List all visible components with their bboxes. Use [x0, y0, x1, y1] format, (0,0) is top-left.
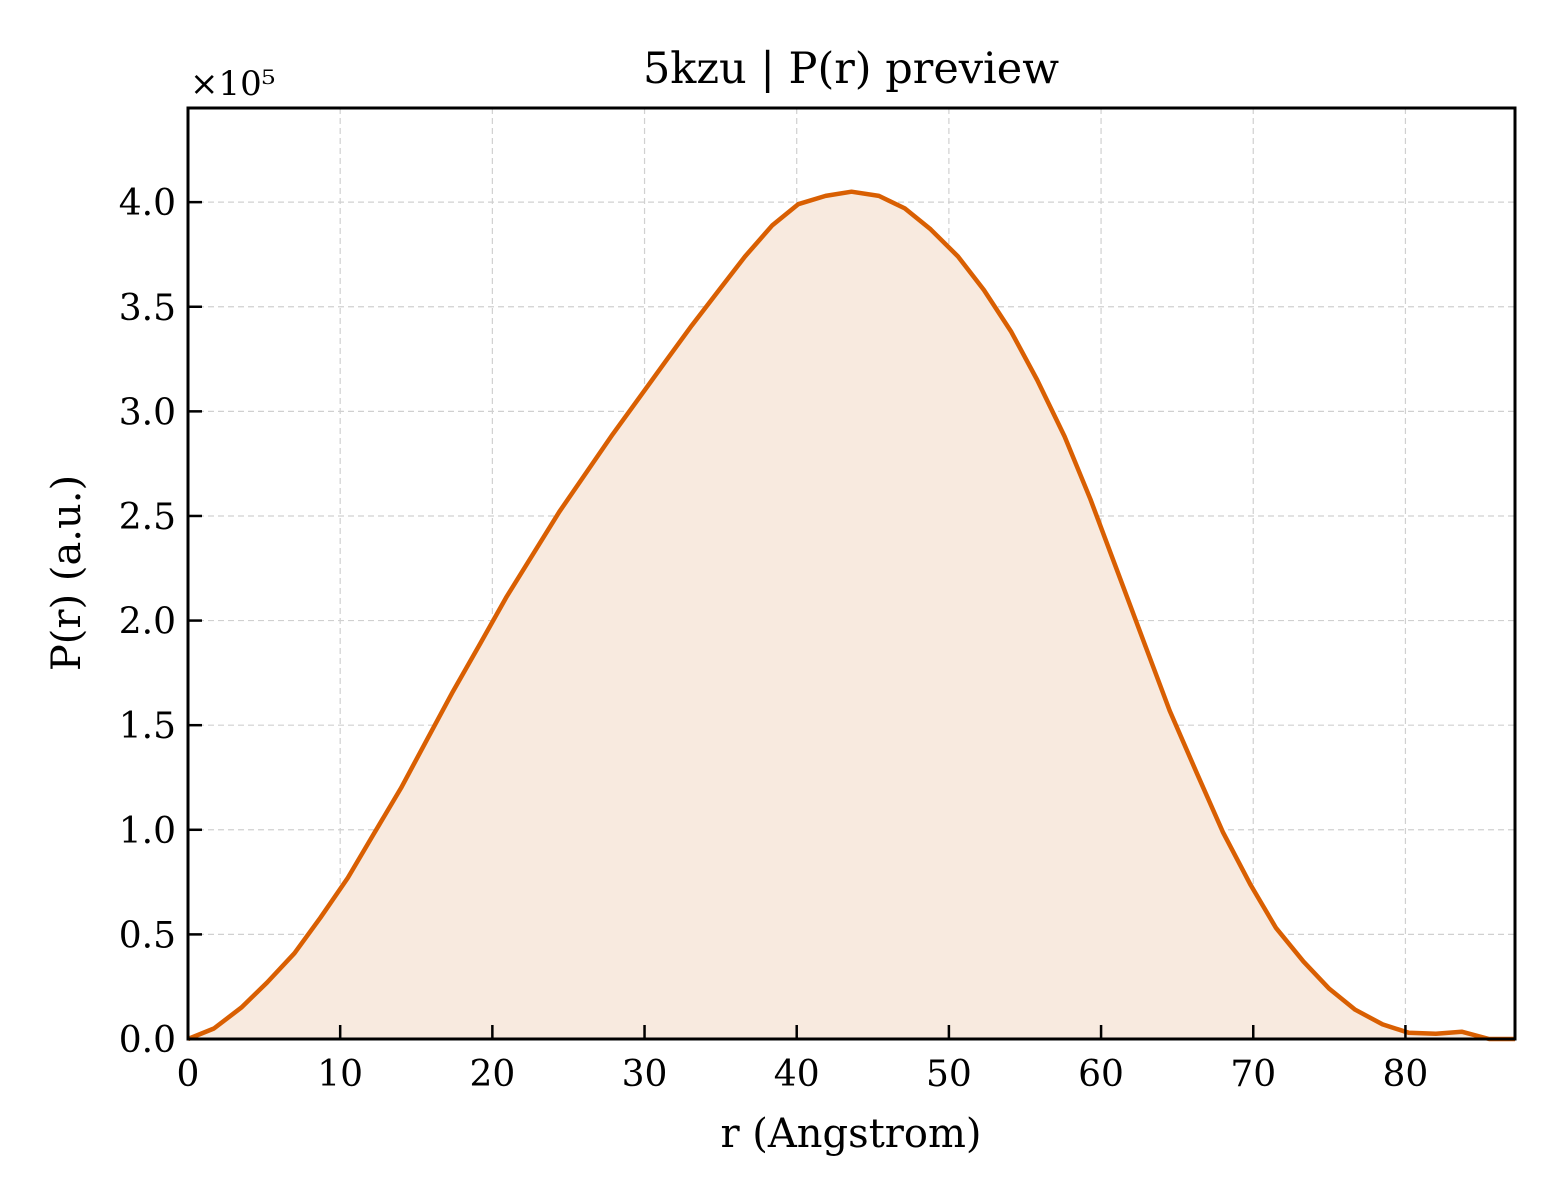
x-tick-label: 0 — [177, 1054, 200, 1095]
y-tick-label: 3.0 — [119, 392, 176, 433]
y-tick-label: 3.5 — [119, 288, 176, 329]
y-tick-label: 1.0 — [119, 811, 176, 852]
y-tick-label: 0.0 — [119, 1020, 176, 1061]
plot-frame — [186, 106, 1517, 1041]
x-axis-ticks: 0 10 20 30 40 50 60 70 80 — [177, 1025, 1429, 1095]
y-multiplier-label: ×10⁵ — [190, 64, 275, 104]
x-tick-label: 20 — [469, 1054, 515, 1095]
x-tick-label: 10 — [317, 1054, 363, 1095]
y-axis-ticks: 0.0 0.5 1.0 1.5 2.0 2.5 3.0 3.5 4.0 — [119, 183, 202, 1061]
y-tick-label: 2.0 — [119, 602, 176, 643]
y-tick-label: 0.5 — [119, 915, 176, 956]
x-tick-label: 50 — [926, 1054, 972, 1095]
x-tick-label: 40 — [774, 1054, 820, 1095]
x-axis-label: r (Angstrom) — [720, 1111, 981, 1157]
pr-curve-line — [187, 189, 1515, 1042]
x-tick-label: 70 — [1230, 1054, 1276, 1095]
y-tick-label: 4.0 — [119, 183, 176, 224]
y-tick-label: 2.5 — [119, 497, 176, 538]
x-tick-label: 80 — [1383, 1054, 1429, 1095]
chart-title: 5kzu | P(r) preview — [643, 44, 1059, 94]
y-axis-label: P(r) (a.u.) — [44, 475, 90, 671]
y-tick-label: 1.5 — [119, 706, 176, 747]
x-tick-label: 60 — [1078, 1054, 1124, 1095]
x-tick-label: 30 — [622, 1054, 668, 1095]
pr-area-fill — [188, 191, 1515, 1039]
